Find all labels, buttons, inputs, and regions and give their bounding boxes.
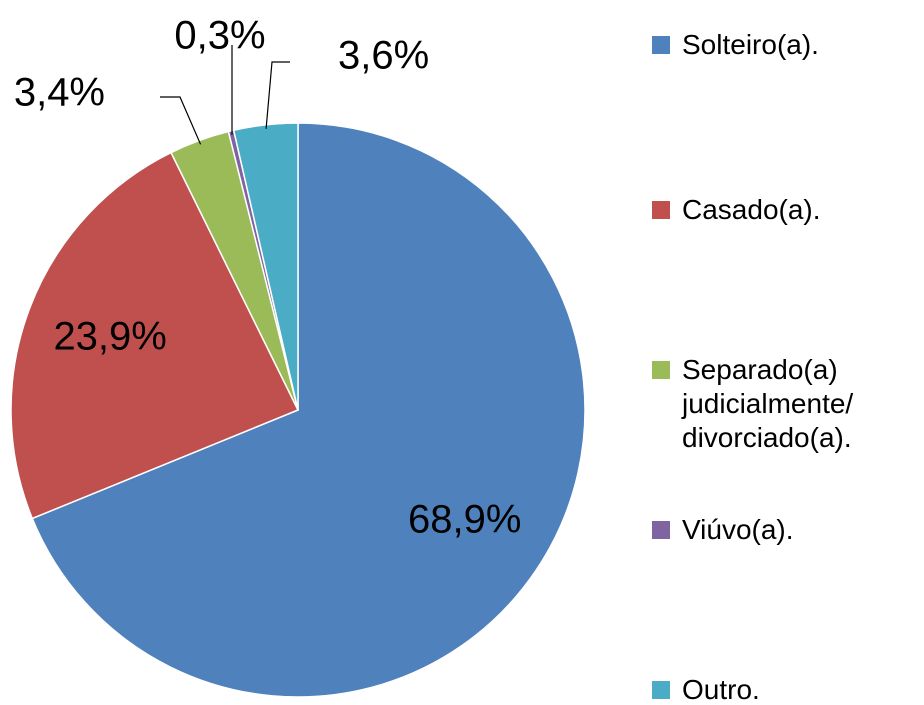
pie-slice (232, 122, 299, 411)
legend-label: Viúvo(a). (682, 514, 794, 545)
legend-item: Outro. (652, 673, 917, 705)
legend-item: Separado(a) judicialmente/ divorciado(a)… (652, 353, 917, 455)
legend-swatch (652, 36, 670, 54)
legend-label: Outro. (682, 674, 760, 705)
data-label: 3,4% (14, 71, 105, 115)
legend-item: Viúvo(a). (652, 513, 917, 547)
pie-slice (31, 122, 586, 698)
legend-swatch (652, 201, 670, 219)
data-label: 23,9% (53, 314, 166, 358)
leader-line (160, 96, 202, 145)
leader-line (265, 61, 290, 129)
data-label: 0,3% (174, 14, 265, 58)
legend-swatch (652, 681, 670, 699)
legend-label: Casado(a). (682, 194, 821, 225)
pie-slice (10, 151, 300, 520)
data-label: 68,9% (408, 498, 521, 542)
legend-swatch (652, 361, 670, 379)
data-label: 3,6% (338, 34, 429, 78)
legend-swatch (652, 521, 670, 539)
legend-label: Separado(a) judicialmente/ divorciado(a)… (682, 354, 854, 453)
legend-label: Solteiro(a). (682, 29, 819, 60)
legend-item: Casado(a). (652, 193, 917, 227)
legend-item: Solteiro(a). (652, 28, 917, 62)
